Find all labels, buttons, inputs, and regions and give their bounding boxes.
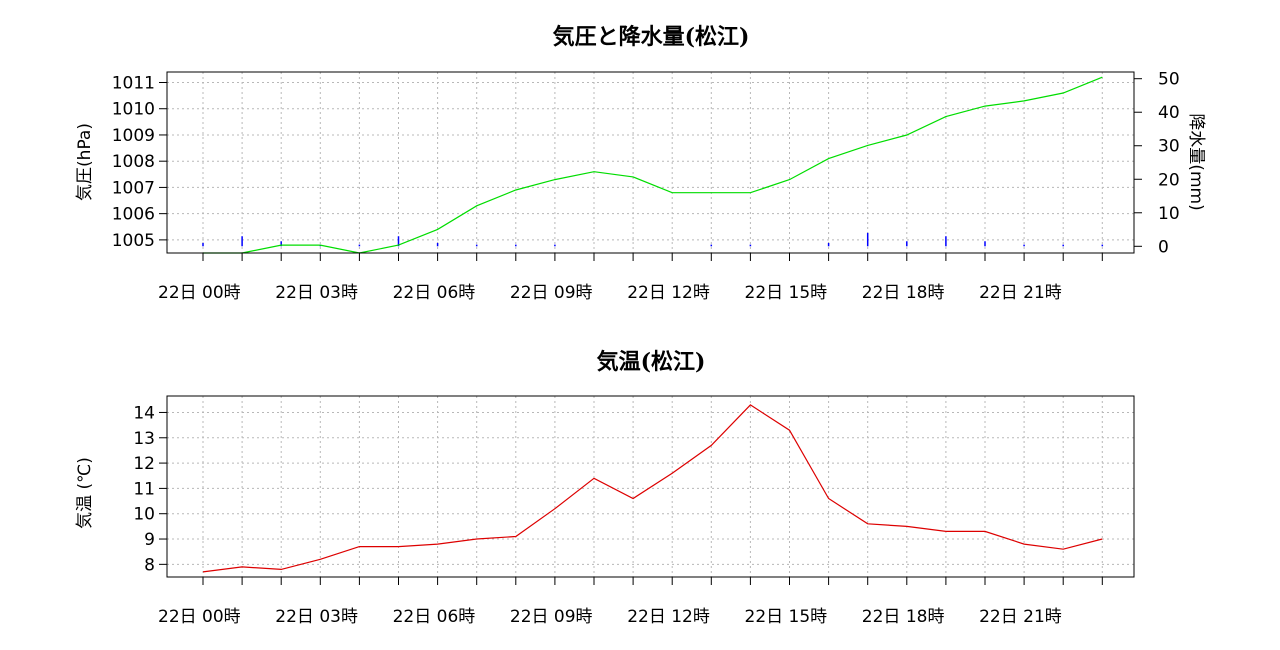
y-tick-label: 1009	[112, 126, 155, 146]
x-tick-label: 22日 15時	[745, 283, 828, 303]
y-axis-pressure: 1005 1006 1007 1008 1009 1010 1011	[112, 73, 167, 251]
y-tick-label: 11	[133, 479, 155, 499]
y-tick-label: 1006	[112, 205, 155, 225]
plot-frame-pressure	[166, 71, 1135, 254]
chart-title-temperature: 気温(松江)	[597, 349, 706, 375]
y-tick-label: 10	[133, 505, 155, 525]
temperature-chart: 気温(松江) 8 9 10 11 12 13 14 22日 00時 22日 03時 22日 06…	[75, 349, 1135, 627]
y-tick-label: 8	[144, 555, 155, 575]
y-tick-label: 1010	[112, 100, 155, 120]
x-tick-label: 22日 12時	[627, 607, 710, 627]
chart-title-pressure: 気圧と降水量(松江)	[553, 24, 750, 50]
x-tick-label: 22日 06時	[393, 607, 476, 627]
x-tick-label: 22日 21時	[979, 607, 1062, 627]
y2-tick-label: 30	[1158, 137, 1180, 157]
y-tick-label: 14	[133, 403, 155, 423]
x-tick-label: 22日 00時	[158, 283, 241, 303]
x-tick-label: 22日 09時	[510, 283, 593, 303]
plot-frame-temperature	[166, 395, 1135, 578]
y-tick-label: 1011	[112, 73, 155, 93]
y2-tick-label: 0	[1158, 237, 1169, 257]
y-tick-label: 12	[133, 454, 155, 474]
x-tick-label: 22日 15時	[745, 607, 828, 627]
x-tick-label: 22日 09時	[510, 607, 593, 627]
y2-tick-label: 20	[1158, 170, 1180, 190]
y-tick-label: 1005	[112, 231, 155, 251]
x-tick-label: 22日 12時	[627, 283, 710, 303]
y-label-pressure: 気圧(hPa)	[75, 123, 95, 201]
temperature-line	[202, 404, 1103, 573]
y-tick-label: 1007	[112, 178, 155, 198]
pressure-precip-chart: 気圧と降水量(松江) 1005100610071008100910101011 …	[75, 24, 1206, 303]
pressure-line	[203, 76, 1103, 254]
y-tick-label: 9	[144, 530, 155, 550]
y-tick-label: 13	[133, 429, 155, 449]
x-tick-label: 22日 03時	[275, 283, 358, 303]
y-label-temperature: 気温 (℃)	[75, 457, 95, 529]
x-tick-label: 22日 03時	[275, 607, 358, 627]
grid-pressure	[167, 72, 1134, 253]
y2-label-precip: 降水量(mm)	[1186, 113, 1206, 210]
y2-tick-label: 50	[1158, 70, 1180, 90]
y2-axis-precip: 0 10 20 30 40 50	[1134, 70, 1180, 257]
precip-bars	[202, 232, 1104, 247]
x-tick-label: 22日 18時	[862, 607, 945, 627]
y-tick-label: 1008	[112, 152, 155, 172]
x-tick-label: 22日 06時	[393, 283, 476, 303]
x-axis-temperature: 22日 00時 22日 03時 22日 06時 22日 09時 22日 12時 22日 1…	[158, 577, 1103, 627]
y2-tick-label: 10	[1158, 204, 1180, 224]
grid-temperature	[167, 396, 1134, 577]
y2-tick-label: 40	[1158, 103, 1180, 123]
x-tick-label: 22日 18時	[862, 283, 945, 303]
y-axis-temperature: 8 9 10 11 12 13 14	[133, 403, 167, 575]
x-tick-label: 22日 00時	[158, 607, 241, 627]
x-tick-label: 22日 21時	[979, 283, 1062, 303]
x-axis-pressure: 22日 00時 22日 03時 22日 06時 22日 09時 22日 12時 22日 1…	[158, 253, 1103, 303]
